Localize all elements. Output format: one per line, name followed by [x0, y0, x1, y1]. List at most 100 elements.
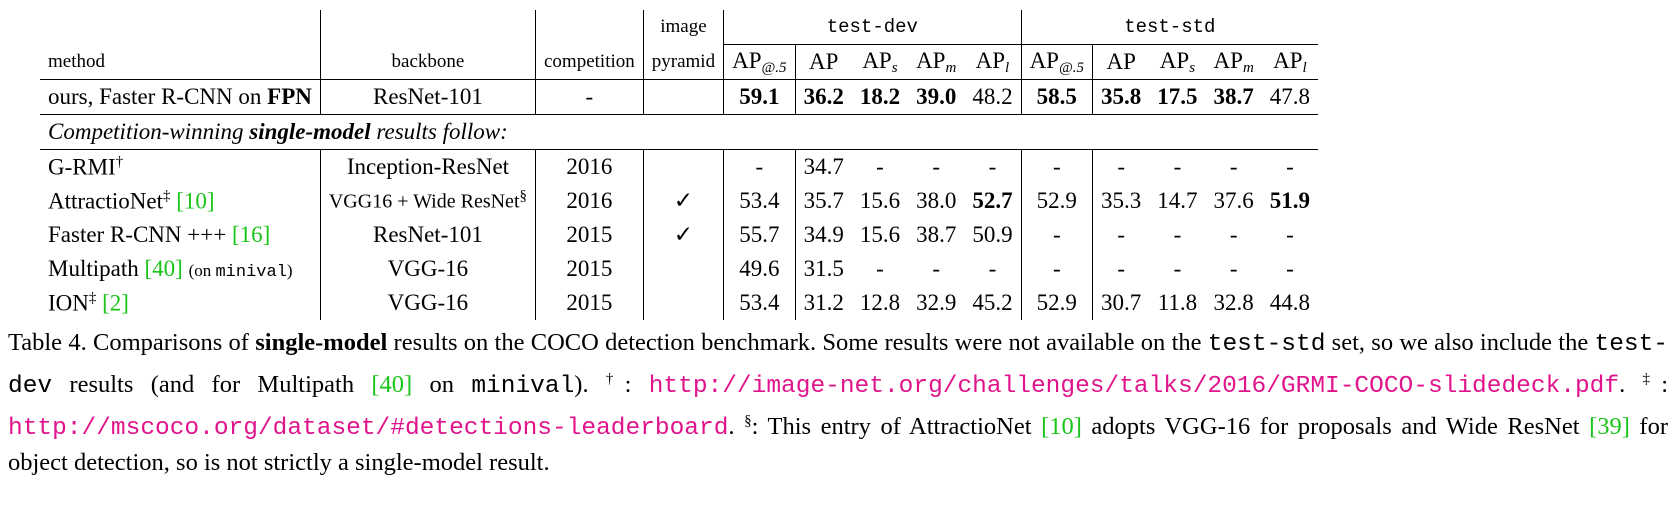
dev-value-cell: 32.9 [916, 290, 957, 315]
std-ap50-header: AP@.5 [1020, 44, 1093, 80]
section-row: Competition-winning single-model results… [40, 115, 1319, 150]
method-cell: Multipath [40] (on minival) [48, 256, 293, 282]
dev-apl-header: APl [975, 47, 1010, 76]
image-pyramid-header-line1: image [642, 10, 724, 45]
method-cell: Faster R-CNN +++ [16] [48, 222, 271, 247]
std-value-cell: 51.9 [1269, 188, 1311, 213]
backbone-cell: ResNet-101 [319, 218, 536, 252]
ours-std-cell: 47.8 [1269, 84, 1311, 109]
ours-row: ours, Faster R-CNN on FPN ResNet-101 - 5… [40, 79, 1319, 115]
competition-cell: 2016 [535, 184, 644, 218]
dev-value-cell: 53.4 [723, 286, 796, 320]
std-value-cell: 52.9 [1020, 286, 1093, 320]
section-label: Competition-winning single-model results… [48, 119, 508, 144]
std-ap-header: AP [1092, 44, 1150, 80]
std-value-cell: - [1020, 149, 1093, 184]
dev-value-cell: 31.5 [794, 252, 852, 286]
ours-dev-cell: 18.2 [859, 84, 901, 109]
dev-value-cell: 31.2 [794, 286, 852, 320]
ours-dev-cell: 36.2 [794, 79, 852, 115]
ours-std-cell: 17.5 [1157, 84, 1198, 109]
std-apm-header: APm [1213, 47, 1254, 76]
dev-value-cell: 12.8 [859, 290, 901, 315]
header-row-2: method backbone competition pyramid AP@.… [40, 44, 1319, 80]
citation-link[interactable]: [2] [102, 290, 129, 316]
std-aps-header: APs [1159, 47, 1196, 76]
dev-value-cell: 45.2 [972, 290, 1013, 315]
std-value-cell: - [1173, 222, 1182, 247]
table-row: Faster R-CNN +++ [16] ResNet-101 2015 ✓ 55.7… [40, 218, 1318, 252]
dev-value-cell: 55.7 [723, 218, 796, 252]
std-value-cell: - [1020, 218, 1093, 252]
competition-cell: 2015 [535, 218, 644, 252]
std-value-cell: - [1020, 252, 1093, 286]
std-value-cell: - [1173, 256, 1182, 281]
std-value-cell: - [1092, 218, 1150, 252]
std-value-cell: - [1173, 154, 1182, 179]
dev-value-cell: 38.0 [916, 188, 957, 213]
pyramid-check-cell [642, 252, 724, 286]
dev-value-cell: - [932, 154, 941, 179]
image-pyramid-header-line2: pyramid [642, 44, 724, 80]
header-row-1: image test-dev test-std [40, 10, 1319, 45]
std-value-cell: 14.7 [1157, 188, 1198, 213]
table-row: Multipath [40] (on minival) VGG-16 2015 49.… [40, 252, 1318, 286]
dev-value-cell: - [723, 149, 796, 184]
dev-value-cell: 34.9 [794, 218, 852, 252]
citation-link[interactable]: [40] [144, 256, 183, 281]
citation-link[interactable]: [16] [231, 222, 271, 247]
backbone-cell: VGG-16 [319, 252, 536, 286]
citation-link[interactable]: [10] [1041, 413, 1082, 441]
grmi-url-link[interactable]: http://image-net.org/challenges/talks/20… [648, 373, 1620, 401]
std-value-cell: 44.8 [1269, 290, 1311, 315]
citation-link[interactable]: [40] [371, 371, 413, 399]
dev-aps-header: APs [862, 47, 898, 76]
table-caption: Table 4. Comparisons of single-model res… [8, 329, 1669, 477]
std-value-cell: - [1286, 154, 1294, 179]
pyramid-check-cell [642, 149, 724, 184]
dev-apm-header: APm [916, 47, 957, 76]
dev-value-cell: - [988, 256, 997, 281]
coco-leaderboard-url-link[interactable]: http://mscoco.org/dataset/#detections-le… [8, 415, 729, 443]
competition-header: competition [535, 44, 644, 80]
dev-value-cell: 34.7 [794, 149, 852, 184]
backbone-cell: VGG16 + Wide ResNet§ [319, 184, 536, 218]
std-value-cell: - [1229, 256, 1238, 281]
std-value-cell: 37.6 [1213, 188, 1254, 213]
std-value-cell: 52.9 [1020, 184, 1093, 218]
backbone-header: backbone [319, 44, 536, 80]
ours-competition-cell: - [535, 79, 644, 115]
dev-ap-header: AP [794, 44, 852, 80]
ours-backbone-cell: ResNet-101 [319, 79, 536, 115]
std-value-cell: - [1286, 222, 1294, 247]
dev-value-cell: 53.4 [723, 184, 796, 218]
pyramid-check-cell [642, 286, 724, 320]
std-value-cell: - [1092, 149, 1150, 184]
dev-value-cell: 35.7 [794, 184, 852, 218]
method-header: method [48, 50, 105, 72]
dev-value-cell: 52.7 [972, 188, 1013, 213]
dev-value-cell: 15.6 [859, 188, 901, 213]
citation-link[interactable]: [39] [1589, 413, 1630, 441]
dev-value-cell: 15.6 [859, 222, 901, 247]
test-dev-group-header: test-dev [723, 10, 1022, 45]
backbone-cell: VGG-16 [319, 286, 536, 320]
dev-value-cell: - [876, 154, 884, 179]
table-row: G-RMI† Inception-ResNet 2016-34.7- - - - - - - - [40, 149, 1318, 184]
competition-cell: 2015 [535, 252, 644, 286]
ours-std-cell: 58.5 [1020, 79, 1093, 115]
std-value-cell: 32.8 [1213, 290, 1254, 315]
method-cell: G-RMI† [48, 153, 124, 180]
std-value-cell: - [1229, 154, 1238, 179]
std-value-cell: - [1229, 222, 1238, 247]
table-row: AttractioNet‡ [10] VGG16 + Wide ResNet§ 20… [40, 184, 1318, 218]
dev-value-cell: - [932, 256, 941, 281]
std-value-cell: - [1286, 256, 1294, 281]
competition-cell: 2016 [535, 149, 644, 184]
pyramid-check-cell: ✓ [642, 184, 724, 218]
backbone-cell: Inception-ResNet [319, 149, 536, 184]
ours-pyramid-cell [642, 79, 724, 115]
citation-link[interactable]: [10] [176, 188, 215, 214]
results-table: image test-dev test-std method backbone … [40, 10, 1319, 320]
